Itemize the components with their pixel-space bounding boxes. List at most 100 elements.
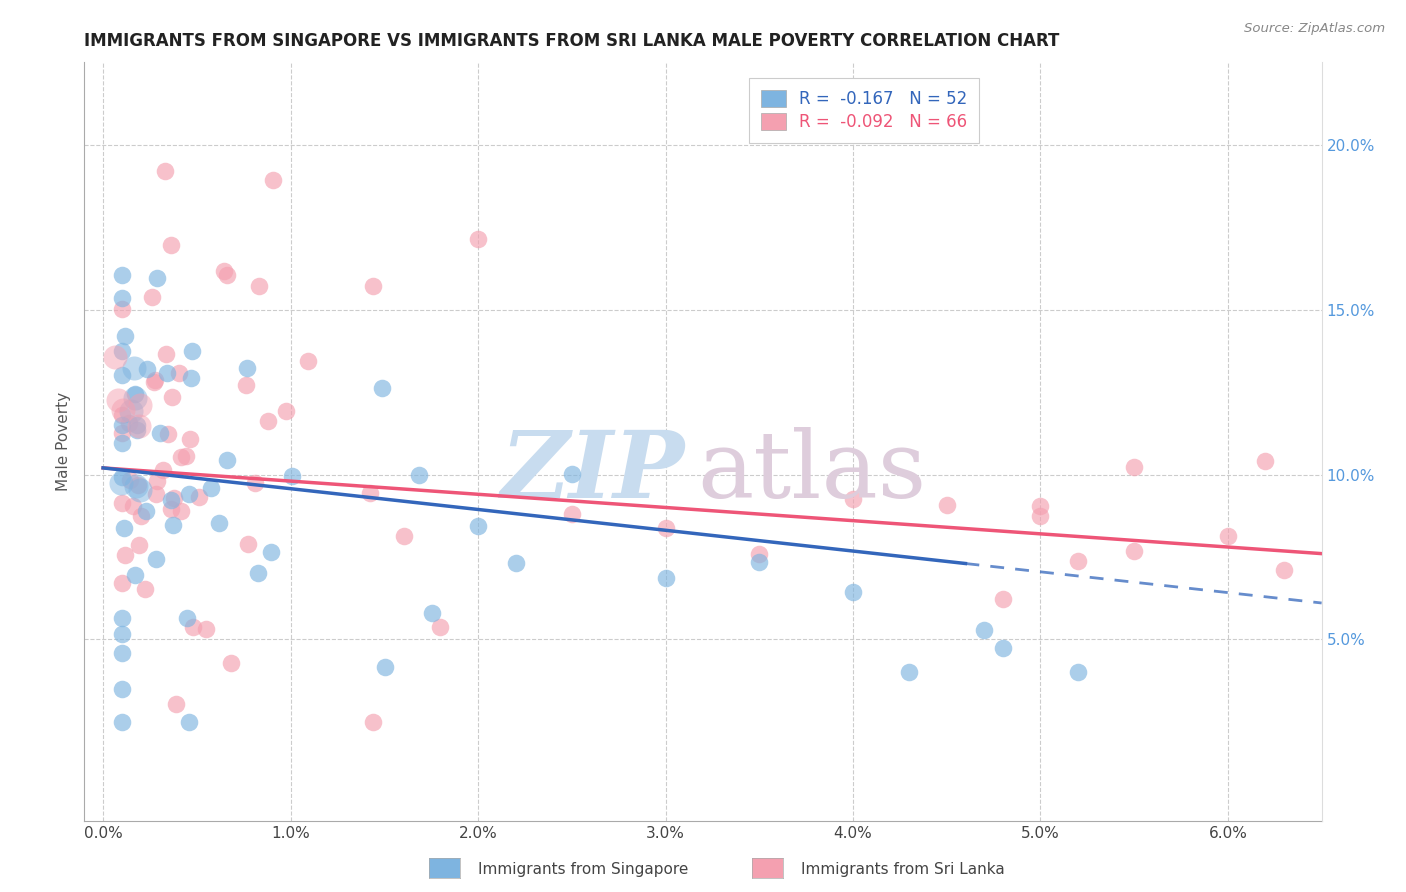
- Text: atlas: atlas: [697, 427, 927, 516]
- Point: [654, 571, 676, 585]
- Point: [991, 592, 1014, 607]
- Point: [170, 450, 193, 464]
- Point: [973, 624, 995, 638]
- Point: [111, 627, 134, 641]
- Point: [207, 516, 229, 530]
- Point: [156, 366, 179, 380]
- Point: [152, 463, 174, 477]
- Point: [111, 611, 134, 625]
- Point: [127, 418, 149, 433]
- Point: [1067, 665, 1090, 680]
- Point: [127, 477, 149, 491]
- Text: Source: ZipAtlas.com: Source: ZipAtlas.com: [1244, 22, 1385, 36]
- Point: [262, 173, 284, 187]
- Point: [155, 347, 177, 361]
- Point: [135, 504, 157, 518]
- Point: [280, 469, 302, 483]
- Point: [124, 386, 146, 401]
- Point: [146, 474, 169, 488]
- Point: [392, 529, 415, 543]
- Text: Immigrants from Sri Lanka: Immigrants from Sri Lanka: [801, 863, 1005, 877]
- Point: [180, 371, 202, 385]
- Point: [991, 640, 1014, 655]
- Point: [1029, 508, 1052, 523]
- Point: [748, 547, 770, 561]
- Point: [134, 582, 156, 597]
- Point: [160, 390, 183, 404]
- Point: [114, 548, 136, 562]
- Point: [219, 656, 242, 670]
- Point: [128, 418, 150, 433]
- Point: [111, 470, 134, 484]
- Legend: R =  -0.167   N = 52, R =  -0.092   N = 66: R = -0.167 N = 52, R = -0.092 N = 66: [749, 78, 979, 143]
- Point: [111, 681, 134, 696]
- Point: [1216, 529, 1239, 543]
- Point: [420, 606, 443, 620]
- Point: [179, 433, 201, 447]
- Point: [143, 373, 166, 387]
- Point: [1067, 554, 1090, 568]
- Point: [170, 504, 193, 518]
- Point: [217, 268, 239, 282]
- Point: [259, 545, 281, 559]
- Point: [145, 487, 167, 501]
- Point: [654, 520, 676, 534]
- Point: [159, 492, 181, 507]
- Point: [111, 301, 134, 316]
- Point: [111, 646, 134, 660]
- Point: [111, 496, 134, 510]
- Point: [842, 585, 865, 599]
- Point: [146, 271, 169, 285]
- Point: [111, 409, 134, 423]
- Point: [180, 344, 202, 359]
- Point: [114, 329, 136, 343]
- Point: [176, 611, 198, 625]
- Y-axis label: Male Poverty: Male Poverty: [56, 392, 72, 491]
- Point: [131, 508, 153, 523]
- Point: [215, 453, 238, 467]
- Point: [159, 238, 181, 252]
- Point: [408, 467, 430, 482]
- Point: [112, 521, 135, 535]
- Point: [177, 714, 200, 729]
- Point: [153, 164, 176, 178]
- Point: [167, 366, 190, 380]
- Point: [111, 268, 134, 283]
- Point: [179, 487, 201, 501]
- Point: [111, 436, 134, 450]
- Point: [111, 576, 134, 591]
- Point: [363, 714, 385, 729]
- Point: [128, 398, 150, 412]
- Point: [935, 498, 957, 512]
- Point: [162, 518, 184, 533]
- Point: [1029, 500, 1052, 514]
- Point: [1123, 459, 1146, 474]
- Text: Immigrants from Singapore: Immigrants from Singapore: [478, 863, 689, 877]
- Point: [149, 426, 172, 441]
- Point: [276, 404, 298, 418]
- Point: [156, 426, 179, 441]
- Point: [842, 491, 865, 506]
- Point: [212, 264, 235, 278]
- Text: IMMIGRANTS FROM SINGAPORE VS IMMIGRANTS FROM SRI LANKA MALE POVERTY CORRELATION : IMMIGRANTS FROM SINGAPORE VS IMMIGRANTS …: [84, 32, 1060, 50]
- Point: [163, 491, 186, 505]
- Point: [129, 483, 152, 497]
- Point: [256, 414, 278, 428]
- Text: ZIP: ZIP: [501, 427, 685, 516]
- Point: [361, 279, 384, 293]
- Point: [118, 416, 141, 430]
- Point: [467, 519, 489, 533]
- Point: [104, 350, 127, 364]
- Point: [165, 697, 187, 711]
- Point: [359, 486, 381, 500]
- Point: [143, 375, 166, 389]
- Point: [111, 344, 134, 359]
- Point: [243, 475, 266, 490]
- Point: [176, 449, 198, 463]
- Point: [195, 622, 218, 636]
- Point: [160, 502, 183, 516]
- Point: [561, 467, 583, 481]
- Point: [898, 665, 921, 680]
- Point: [246, 566, 269, 580]
- Point: [136, 362, 159, 376]
